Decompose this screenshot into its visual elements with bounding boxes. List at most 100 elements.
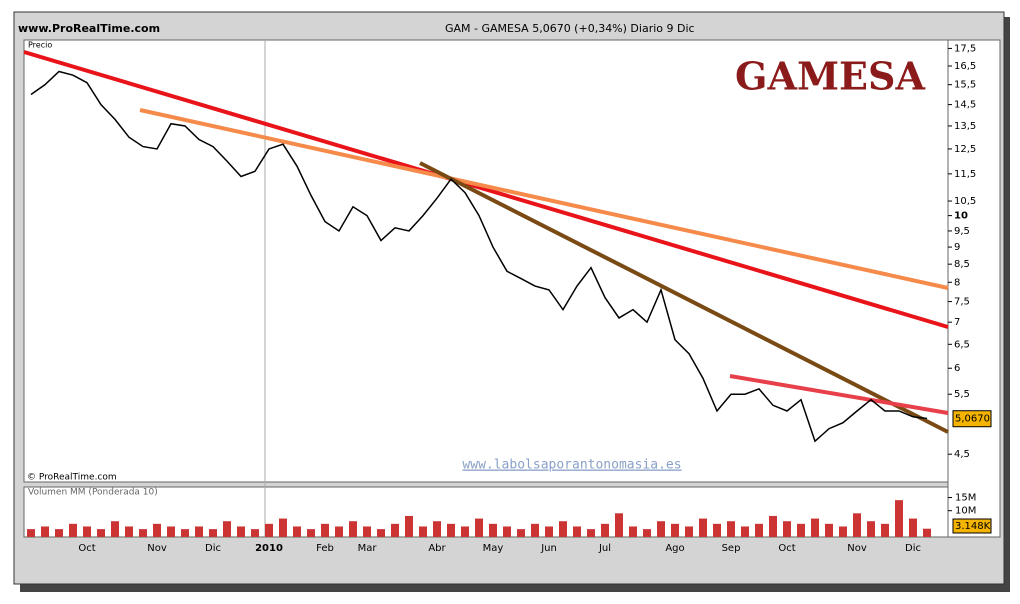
volume-bar	[587, 529, 595, 537]
volume-bar	[83, 526, 91, 537]
price-line	[30, 70, 928, 443]
x-tick-label: Jul	[598, 543, 611, 554]
volume-bar	[293, 526, 301, 537]
volume-bar	[811, 518, 819, 537]
volume-bar	[433, 521, 441, 537]
volume-bar	[853, 513, 861, 537]
y-tick-label: 15,5	[954, 80, 976, 91]
volume-bar	[573, 526, 581, 537]
y-tick-label: 9	[954, 242, 960, 253]
volume-bar	[391, 523, 399, 537]
volume-bar	[167, 526, 175, 537]
last-price-label: 5,0670	[955, 414, 990, 425]
volume-bar	[503, 526, 511, 537]
volume-bar	[671, 523, 679, 537]
x-tick-label: Dic	[205, 543, 221, 554]
y-tick-label: 6,5	[954, 339, 970, 350]
volume-bar	[559, 521, 567, 537]
trend-line	[419, 161, 949, 434]
volume-bar	[643, 529, 651, 537]
volume-bar	[237, 526, 245, 537]
volume-bar	[279, 518, 287, 537]
volume-bar	[321, 523, 329, 537]
volume-panel	[23, 486, 949, 538]
y-tick-label: 11,5	[954, 169, 976, 180]
volume-bar	[125, 526, 133, 537]
volume-bar	[419, 526, 427, 537]
y-label: Precio	[28, 41, 52, 50]
x-tick-label: Nov	[147, 543, 167, 554]
volume-bar	[55, 529, 63, 537]
source: www.ProRealTime.com	[18, 22, 160, 35]
volume-bar	[377, 529, 385, 537]
x-tick-label: Mar	[358, 543, 378, 554]
trend-line	[139, 108, 949, 290]
volume-bar	[349, 521, 357, 537]
x-tick-label: Dic	[905, 543, 921, 554]
volume-bar	[531, 523, 539, 537]
volume-bar	[265, 523, 273, 537]
volume-bar	[601, 523, 609, 537]
volume-bar	[461, 526, 469, 537]
volume-bar	[867, 521, 875, 537]
y-tick-label: 6	[954, 363, 960, 374]
volume-bar	[657, 521, 665, 537]
trend-line	[729, 374, 949, 415]
volume-bar	[111, 521, 119, 537]
volume-bar	[895, 500, 903, 537]
volume-bar	[195, 526, 203, 537]
x-tick-label: Jun	[540, 543, 557, 554]
volume-bar	[97, 529, 105, 537]
volume-bar	[139, 529, 147, 537]
volume-bar	[251, 529, 259, 537]
y-tick-label: 10	[954, 211, 968, 222]
watermark: www.labolsaporantonomasia.es	[462, 458, 681, 473]
volume-bar	[489, 523, 497, 537]
volume-bar	[713, 523, 721, 537]
volume-tick-label: 15M	[955, 493, 976, 504]
y-tick-label: 16,5	[954, 61, 976, 72]
y-tick-label: 8	[954, 277, 960, 288]
trend-line	[23, 50, 949, 329]
y-tick-label: 5,5	[954, 389, 970, 400]
volume-bar	[727, 521, 735, 537]
volume-bar	[69, 523, 77, 537]
x-tick-label: Abr	[428, 543, 446, 554]
volume-bar	[209, 529, 217, 537]
x-tick-label: Nov	[847, 543, 867, 554]
volume-bar	[153, 523, 161, 537]
y-tick-label: 10,5	[954, 196, 976, 207]
volume-bar	[545, 526, 553, 537]
volume-bar	[797, 523, 805, 537]
volume-bar	[307, 529, 315, 537]
last-price-box	[952, 410, 992, 428]
volume-bar	[839, 526, 847, 537]
x-tick-label: Oct	[78, 543, 95, 554]
volume-bar	[825, 523, 833, 537]
volume-bar	[475, 518, 483, 537]
x-tick-label: Oct	[778, 543, 795, 554]
y-tick-label: 8,5	[954, 259, 970, 270]
volume-bar	[699, 518, 707, 537]
volume-bar	[923, 528, 931, 537]
volume-bar	[363, 526, 371, 537]
volume-last-label: 3.148K	[955, 521, 991, 532]
x-tick-label: 2010	[255, 543, 283, 554]
volume-bar	[517, 529, 525, 537]
volume-bar	[223, 521, 231, 537]
volume-bar	[405, 515, 413, 537]
y-tick-label: 12,5	[954, 144, 976, 155]
copyright: © ProRealTime.com	[27, 473, 117, 483]
chart-title: GAM - GAMESA 5,0670 (+0,34%) Diario 9 Di…	[445, 22, 695, 35]
y-tick-label: 9,5	[954, 226, 970, 237]
y-tick-label: 7,5	[954, 297, 970, 308]
volume-bar	[741, 526, 749, 537]
x-tick-label: Ago	[665, 543, 684, 554]
y-tick-label: 13,5	[954, 121, 976, 132]
volume-bar	[909, 518, 917, 537]
x-tick-label: Sep	[722, 543, 741, 554]
volume-bar	[783, 521, 791, 537]
x-tick-label: May	[483, 543, 504, 554]
volume-bar	[881, 523, 889, 537]
